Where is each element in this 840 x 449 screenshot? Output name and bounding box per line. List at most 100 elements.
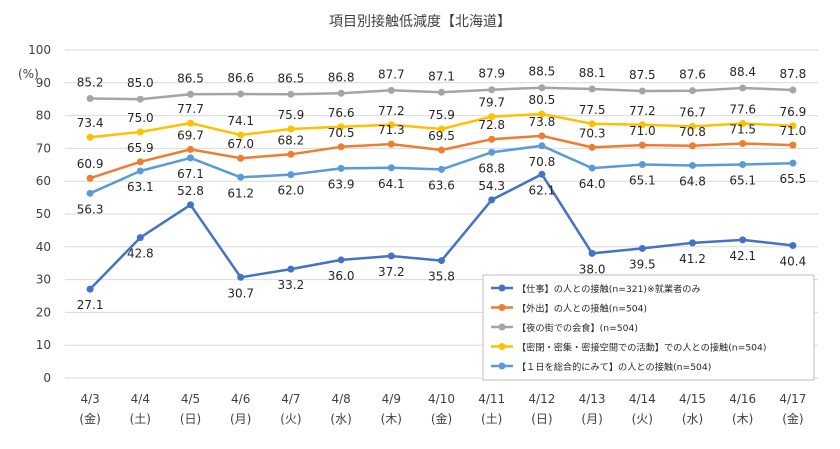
y-tick-label: 20: [36, 305, 51, 319]
series-3c-activity-point: [86, 133, 94, 141]
series-overall-point: [638, 160, 646, 168]
x-tick-weekday: (土): [130, 412, 151, 426]
x-tick-label: 4/13: [579, 392, 606, 406]
series-3c-activity-point: [739, 119, 747, 127]
x-tick-label: 4/11: [478, 392, 505, 406]
y-tick-label: 40: [36, 240, 51, 254]
data-label: 42.1: [729, 249, 756, 263]
data-label: 39.5: [629, 257, 656, 271]
series-night-dining-point: [136, 95, 144, 103]
data-label: 76.9: [780, 105, 807, 119]
data-label: 71.3: [378, 123, 405, 137]
data-label: 36.0: [328, 269, 355, 283]
series-outing-point: [689, 142, 696, 150]
series-night-dining-point: [588, 85, 596, 93]
data-label: 80.5: [529, 93, 556, 107]
data-label: 63.6: [428, 178, 455, 192]
series-3c-activity-point: [387, 121, 395, 129]
data-label: 87.6: [679, 68, 706, 82]
series-night-dining-point: [387, 86, 395, 94]
legend-swatch-marker: [498, 362, 506, 370]
x-tick-labels: 4/3 (金) 4/4 (土) 4/5 (日) 4/6 (月) 4/7 (火) 4/8 (水) 4/9 (…: [79, 392, 806, 426]
series-overall-point: [588, 164, 596, 172]
legend-entry: 【夜の街での会食】(n=504): [517, 322, 638, 334]
series-work-point: [187, 201, 194, 209]
data-label: 79.7: [478, 96, 505, 110]
series-3c-activity-point: [136, 128, 144, 136]
data-label: 85.0: [127, 76, 154, 90]
series-outing-point: [588, 143, 596, 151]
data-label: 77.5: [579, 103, 606, 117]
x-tick-label: 4/5: [181, 392, 200, 406]
series-overall-point: [689, 161, 696, 169]
x-tick-weekday: (木): [732, 412, 753, 426]
y-tick-label: 100: [28, 43, 51, 57]
series-work-point: [488, 196, 496, 204]
data-label: 52.8: [177, 184, 204, 198]
series-3c-activity-point: [438, 125, 445, 133]
x-tick-label: 4/6: [231, 392, 250, 406]
data-label: 62.1: [529, 183, 556, 197]
series-outing-point: [538, 132, 546, 140]
data-label: 86.8: [328, 70, 355, 84]
y-tick-label: 60: [36, 174, 51, 188]
data-label: 70.8: [679, 125, 706, 139]
legend-entry: 【密閉・密集・密接空間での活動】での人との接触(n=504): [517, 342, 766, 354]
series-outing-point: [337, 143, 345, 151]
series-3c-activity-point: [689, 122, 696, 130]
data-label: 65.5: [780, 172, 807, 186]
data-label: 64.0: [579, 177, 606, 191]
data-label: 56.3: [77, 202, 104, 216]
series-night-dining-point: [287, 90, 295, 98]
x-tick-weekday: (日): [180, 412, 201, 426]
series-3c-activity-point: [337, 123, 345, 131]
legend-entry: 【１日を総合的にみて】の人との接触(n=504): [517, 361, 711, 373]
series-overall-point: [86, 189, 94, 197]
data-label: 76.6: [328, 106, 355, 120]
series-overall-point: [187, 154, 194, 162]
series-outing-point: [739, 139, 747, 147]
data-label: 68.2: [278, 133, 305, 147]
data-label: 71.0: [780, 124, 807, 138]
series-work-point: [538, 170, 546, 178]
series-night-dining-point: [689, 87, 696, 95]
series-work-point: [287, 265, 295, 273]
series-3c-activity-point: [187, 119, 194, 127]
data-label: 88.1: [579, 66, 606, 80]
data-label: 62.0: [278, 184, 305, 198]
series-overall-point: [438, 165, 445, 173]
data-label: 38.0: [579, 262, 606, 276]
series-outing-point: [187, 145, 194, 153]
data-label: 40.4: [780, 254, 807, 268]
data-label: 68.8: [478, 161, 505, 175]
series-overall-point: [538, 142, 546, 150]
y-tick-labels: 0 10 20 30 40 50 60 70 80 90 100: [28, 43, 51, 385]
y-tick-label: 0: [43, 371, 51, 385]
data-label: 87.9: [478, 67, 505, 81]
series-work-point: [739, 236, 747, 244]
series-work-point: [337, 256, 345, 264]
series-night-dining-point: [538, 84, 546, 92]
series-work-point: [387, 252, 395, 260]
series-work-point: [689, 239, 696, 247]
x-tick-label: 4/7: [281, 392, 300, 406]
series-overall-point: [337, 164, 345, 172]
series-night-dining-point: [739, 84, 747, 92]
data-label: 67.0: [227, 137, 254, 151]
x-tick-label: 4/15: [679, 392, 706, 406]
x-tick-label: 4/8: [331, 392, 350, 406]
data-label: 77.6: [729, 102, 756, 116]
x-tick-weekday: (金): [431, 411, 452, 426]
series-outing-point: [136, 158, 144, 166]
series-overall-point: [136, 167, 144, 175]
data-label: 75.9: [278, 108, 305, 122]
data-label: 70.3: [579, 126, 606, 140]
x-tick-weekday: (日): [531, 412, 552, 426]
series-3c-activity-point: [237, 131, 245, 139]
data-label: 75.0: [127, 111, 154, 125]
data-label: 69.5: [428, 129, 455, 143]
data-label: 69.7: [177, 128, 204, 142]
data-label: 88.5: [529, 65, 556, 79]
